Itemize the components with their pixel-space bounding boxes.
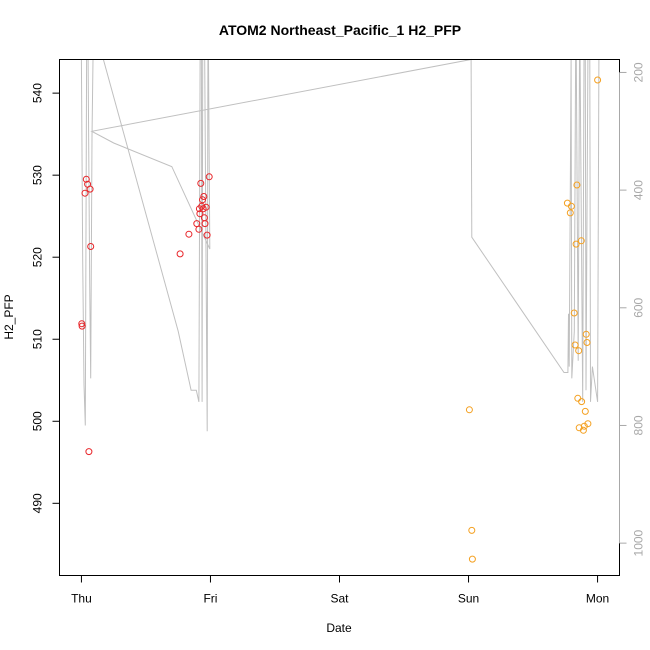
data-point [196, 210, 204, 218]
y2-tick-label: 400 [632, 180, 646, 200]
y2-tick-label: 1000 [632, 529, 646, 556]
data-point [197, 179, 205, 187]
data-point [78, 320, 86, 328]
data-point [566, 209, 574, 217]
altitude-profile [80, 58, 600, 432]
data-point [583, 339, 591, 346]
data-point [87, 243, 95, 250]
data-point [82, 175, 90, 183]
data-point [85, 448, 93, 456]
y2-tick-label: 800 [632, 415, 646, 435]
data-point [81, 189, 89, 197]
data-point [202, 203, 210, 211]
data-point [203, 231, 211, 239]
data-point [578, 398, 586, 406]
data-point [572, 240, 580, 248]
y-tick-label: 520 [31, 247, 45, 267]
data-point [185, 230, 193, 238]
data-point [200, 193, 208, 200]
data-point [563, 199, 571, 207]
data-point [468, 555, 476, 563]
data-point [575, 347, 583, 355]
data-point [581, 407, 589, 415]
chart-title: ATOM2 Northeast_Pacific_1 H2_PFP [219, 22, 461, 38]
data-point [573, 181, 581, 189]
data-point [465, 406, 473, 414]
x-tick-label: Mon [586, 592, 609, 606]
plot-frame [59, 59, 620, 576]
data-point [574, 394, 582, 402]
data-point [86, 185, 94, 193]
y2-axis: 200 400 600 800 1000 [619, 62, 646, 556]
x-tick-label: Sun [458, 592, 479, 606]
data-point [594, 76, 602, 84]
data-point [582, 330, 590, 338]
y2-tick-label: 200 [632, 62, 646, 82]
data-point [201, 220, 209, 228]
data-point [584, 420, 592, 428]
altitude-line [80, 58, 600, 432]
x-tick-label: Fri [203, 592, 217, 606]
data-point [195, 225, 203, 233]
y-axis-label: H2_PFP [2, 294, 16, 339]
data-points [78, 76, 602, 563]
y-tick-label: 540 [31, 83, 45, 103]
y-axis: 490 500 510 520 530 540 [31, 83, 60, 513]
y-tick-label: 510 [31, 329, 45, 349]
data-point [78, 322, 86, 330]
y-tick-label: 490 [31, 493, 45, 513]
data-point [570, 309, 578, 317]
data-point [577, 237, 585, 245]
data-point [571, 341, 579, 349]
x-tick-label: Sat [330, 592, 349, 606]
y2-tick-label: 600 [632, 297, 646, 317]
x-axis-label: Date [326, 621, 352, 635]
y-tick-label: 500 [31, 411, 45, 431]
data-point [176, 250, 184, 258]
data-point [205, 173, 213, 181]
y-tick-label: 530 [31, 165, 45, 185]
x-tick-label: Thu [71, 592, 92, 606]
x-axis: Thu Fri Sat Sun Mon [71, 575, 609, 606]
data-point [468, 526, 476, 534]
data-point [579, 426, 587, 434]
data-point [567, 202, 575, 210]
data-point [199, 196, 206, 204]
